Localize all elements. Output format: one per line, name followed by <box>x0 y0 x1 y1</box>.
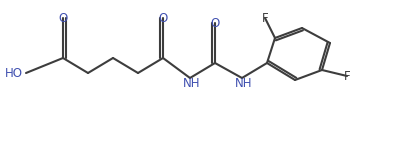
Text: NH: NH <box>183 76 201 90</box>
Text: F: F <box>262 11 268 25</box>
Text: HO: HO <box>5 66 23 80</box>
Text: NH: NH <box>235 76 253 90</box>
Text: O: O <box>210 16 220 30</box>
Text: O: O <box>58 11 68 25</box>
Text: O: O <box>158 11 168 25</box>
Text: F: F <box>344 70 350 82</box>
